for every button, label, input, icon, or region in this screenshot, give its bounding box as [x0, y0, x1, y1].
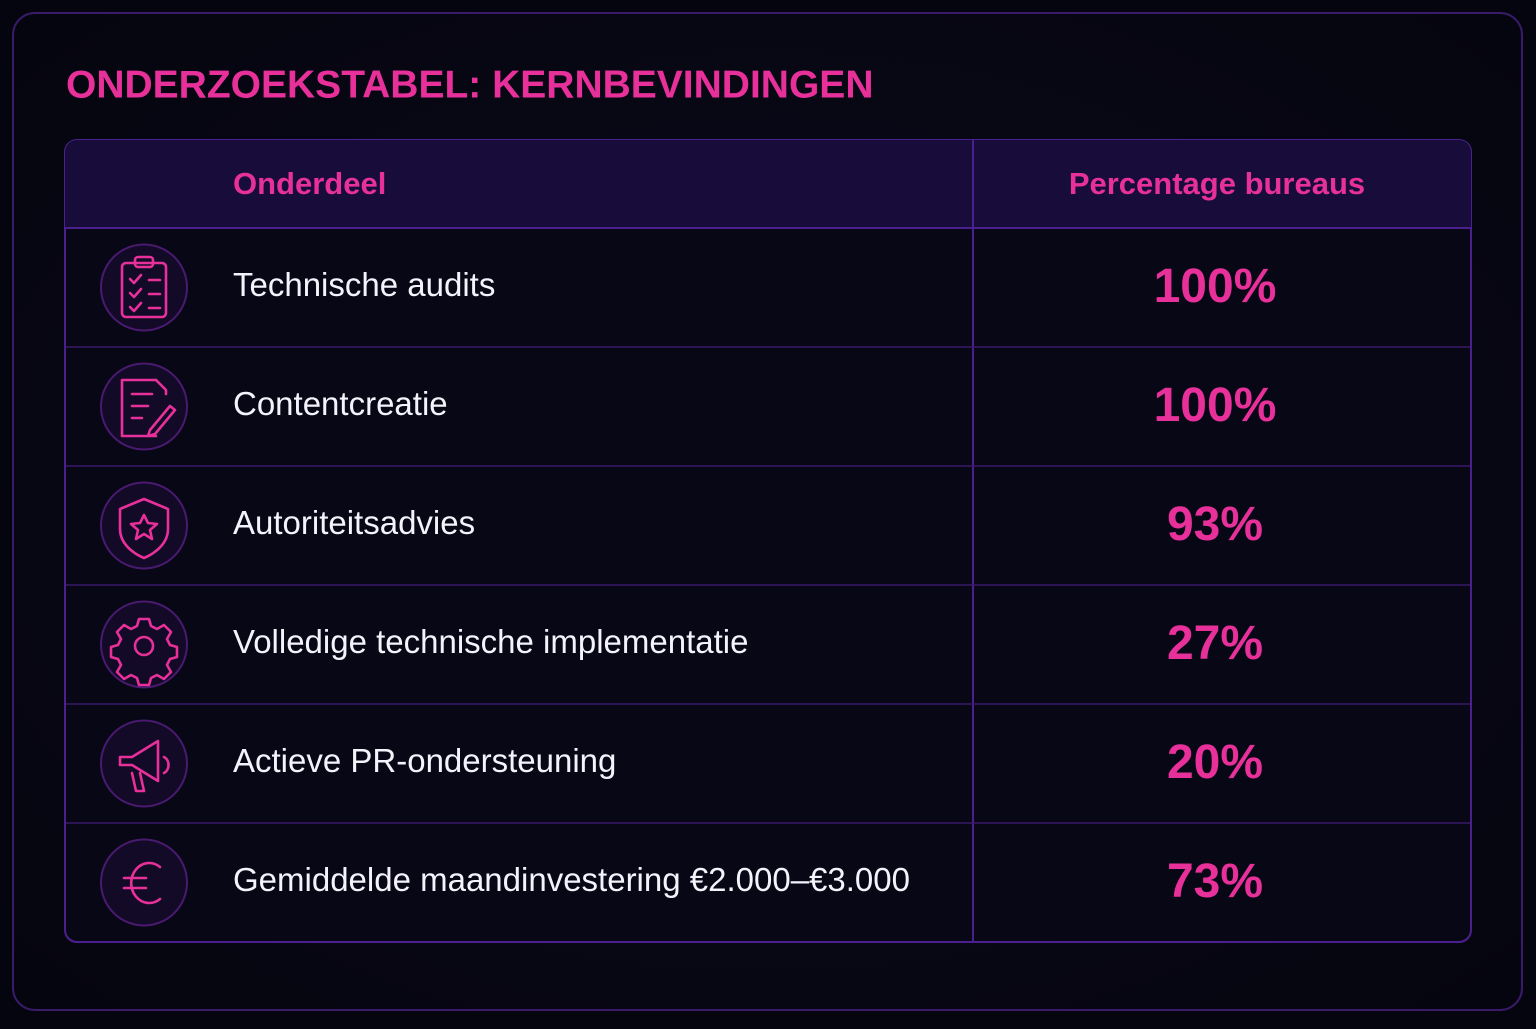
row-value: 100%: [1154, 379, 1277, 432]
header-cell: Percentage bureaus: [1069, 166, 1365, 201]
row-label: Actieve PR-ondersteuning: [233, 742, 616, 779]
row-value: 20%: [1167, 736, 1263, 789]
megaphone-icon: [118, 739, 170, 793]
clipboard-icon: [120, 255, 168, 319]
row-value: 100%: [1154, 260, 1277, 313]
shield-icon: [118, 497, 170, 560]
icons: [109, 255, 179, 905]
document-icon: [120, 378, 177, 438]
row-label: Technische audits: [233, 266, 495, 303]
row-label: Volledige technische implementatie: [233, 623, 748, 660]
row-label: Gemiddelde maandinvestering €2.000–€3.00…: [233, 861, 910, 898]
title: ONDERZOEKSTABEL: KERNBEVINDINGEN: [66, 63, 873, 106]
icon-badge: [100, 600, 188, 689]
row-label: Contentcreatie: [233, 385, 448, 422]
header-cell: Onderdeel: [233, 166, 386, 201]
icon-badge: [100, 481, 188, 570]
table-header: [65, 140, 1471, 228]
row-value: 73%: [1167, 855, 1263, 908]
row-value: 93%: [1167, 498, 1263, 551]
icon-badge: [100, 719, 188, 808]
row-label: Autoriteitsadvies: [233, 504, 475, 541]
gear-icon: [109, 617, 179, 687]
row-value: 27%: [1167, 617, 1263, 670]
icon-badge: [100, 838, 188, 927]
euro-icon: [122, 861, 162, 905]
